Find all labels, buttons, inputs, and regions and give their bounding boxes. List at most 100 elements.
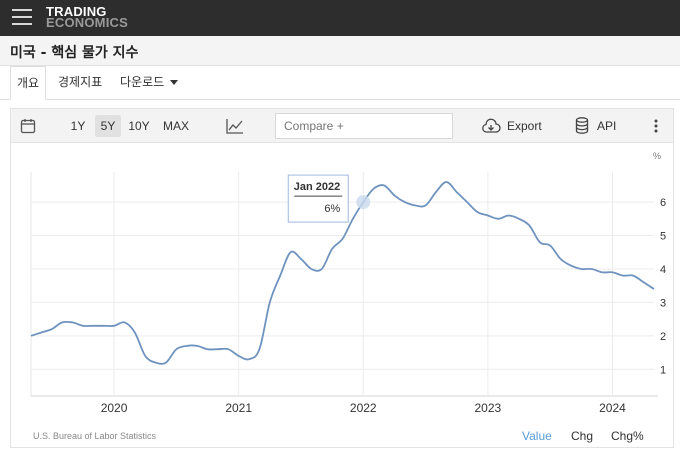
- data-point[interactable]: [643, 281, 645, 283]
- data-point[interactable]: [269, 301, 271, 303]
- more-options-icon[interactable]: [653, 119, 659, 135]
- data-point[interactable]: [487, 214, 489, 216]
- data-point[interactable]: [227, 348, 229, 350]
- range-max-button[interactable]: MAX: [162, 119, 189, 133]
- tab-indicators[interactable]: 경제지표: [58, 66, 102, 99]
- data-point[interactable]: [352, 218, 354, 220]
- data-point[interactable]: [466, 201, 468, 203]
- data-point[interactable]: [653, 288, 655, 290]
- data-point[interactable]: [113, 325, 115, 327]
- data-point[interactable]: [248, 358, 250, 360]
- x-tick-label: 2023: [475, 401, 502, 414]
- title-bar: 미국 - 핵심 물가 지수: [0, 36, 680, 66]
- data-point[interactable]: [508, 214, 510, 216]
- chgpct-tab[interactable]: Chg%: [611, 429, 644, 443]
- data-point[interactable]: [456, 191, 458, 193]
- data-point[interactable]: [611, 271, 613, 273]
- data-point[interactable]: [165, 362, 167, 364]
- data-point[interactable]: [373, 188, 375, 190]
- logo-line2: ECONOMICS: [46, 15, 128, 30]
- data-point[interactable]: [601, 271, 603, 273]
- tab-overview[interactable]: 개요: [10, 66, 46, 100]
- compare-input[interactable]: [275, 113, 453, 139]
- data-point[interactable]: [82, 325, 84, 327]
- data-point[interactable]: [103, 325, 105, 327]
- data-point[interactable]: [632, 275, 634, 277]
- data-point[interactable]: [51, 328, 53, 330]
- data-point[interactable]: [560, 258, 562, 260]
- data-point[interactable]: [175, 348, 177, 350]
- data-point[interactable]: [383, 184, 385, 186]
- range-5y-button[interactable]: 5Y: [95, 115, 121, 137]
- chart-type-icon[interactable]: [226, 118, 244, 134]
- data-point[interactable]: [528, 224, 530, 226]
- data-point[interactable]: [331, 248, 333, 250]
- data-point[interactable]: [321, 268, 323, 270]
- export-button[interactable]: Export: [507, 119, 542, 133]
- chg-tab[interactable]: Chg: [571, 429, 594, 443]
- range-1y-button[interactable]: 1Y: [70, 119, 86, 133]
- data-point[interactable]: [155, 362, 157, 364]
- data-point[interactable]: [539, 241, 541, 243]
- data-point[interactable]: [61, 321, 63, 323]
- hamburger-menu-icon[interactable]: [12, 9, 32, 27]
- data-point[interactable]: [30, 335, 32, 337]
- data-point[interactable]: [279, 275, 281, 277]
- page-title: 미국 - 핵심 물가 지수: [10, 45, 139, 61]
- data-point[interactable]: [476, 211, 478, 213]
- data-point[interactable]: [144, 355, 146, 357]
- data-point[interactable]: [445, 181, 447, 183]
- y-unit-label: %: [653, 151, 661, 161]
- data-point[interactable]: [258, 348, 260, 350]
- data-point[interactable]: [196, 345, 198, 347]
- value-tab[interactable]: Value: [522, 429, 552, 443]
- chart-panel: 1Y 5Y 10Y MAX Export API 1 2 3 4 5 6% 2020 202…: [10, 108, 674, 448]
- calendar-icon[interactable]: [20, 118, 36, 134]
- data-point[interactable]: [207, 348, 209, 350]
- data-point[interactable]: [435, 191, 437, 193]
- data-point[interactable]: [580, 268, 582, 270]
- data-point[interactable]: [300, 258, 302, 260]
- site-logo[interactable]: TRADING ECONOMICS: [46, 5, 128, 30]
- data-point[interactable]: [72, 321, 74, 323]
- data-point[interactable]: [622, 275, 624, 277]
- tab-overview-label: 개요: [16, 76, 40, 90]
- top-bar: TRADING ECONOMICS: [0, 0, 680, 36]
- tab-bar: 개요 경제지표 다운로드: [0, 66, 680, 100]
- data-point[interactable]: [549, 245, 551, 247]
- data-point[interactable]: [425, 204, 427, 206]
- hover-marker: [356, 195, 371, 210]
- data-point[interactable]: [393, 194, 395, 196]
- data-point[interactable]: [310, 268, 312, 270]
- y-tick-label: 3: [660, 297, 666, 309]
- data-point[interactable]: [404, 201, 406, 203]
- x-tick-label: 2021: [225, 401, 252, 414]
- cloud-download-icon[interactable]: [481, 118, 501, 134]
- data-point[interactable]: [570, 265, 572, 267]
- data-point[interactable]: [497, 218, 499, 220]
- chart-tooltip: Jan 2022 6%: [287, 174, 371, 223]
- data-point[interactable]: [414, 204, 416, 206]
- line-chart: 1 2 3 4 5 6% 2020 2021 2022 2023 2024 Jan 2022 6%: [30, 151, 666, 414]
- data-point[interactable]: [591, 268, 593, 270]
- api-button[interactable]: API: [597, 119, 617, 133]
- data-point[interactable]: [217, 348, 219, 350]
- data-point[interactable]: [40, 331, 42, 333]
- x-tick-label: 2024: [599, 401, 626, 414]
- database-icon[interactable]: [575, 117, 589, 134]
- range-10y-button[interactable]: 10Y: [128, 119, 150, 133]
- data-point[interactable]: [518, 218, 520, 220]
- data-point[interactable]: [134, 331, 136, 333]
- y-tick-label: 4: [660, 264, 666, 276]
- data-point[interactable]: [290, 251, 292, 253]
- data-point[interactable]: [123, 321, 125, 323]
- data-point[interactable]: [238, 355, 240, 357]
- x-tick-label: 2020: [101, 401, 128, 414]
- data-point[interactable]: [342, 238, 344, 240]
- tab-download[interactable]: 다운로드: [120, 66, 179, 99]
- series-line: [30, 181, 655, 365]
- data-point[interactable]: [92, 325, 94, 327]
- tooltip-date: Jan 2022: [294, 181, 340, 193]
- data-point[interactable]: [186, 345, 188, 347]
- y-tick-label: 1: [660, 364, 666, 376]
